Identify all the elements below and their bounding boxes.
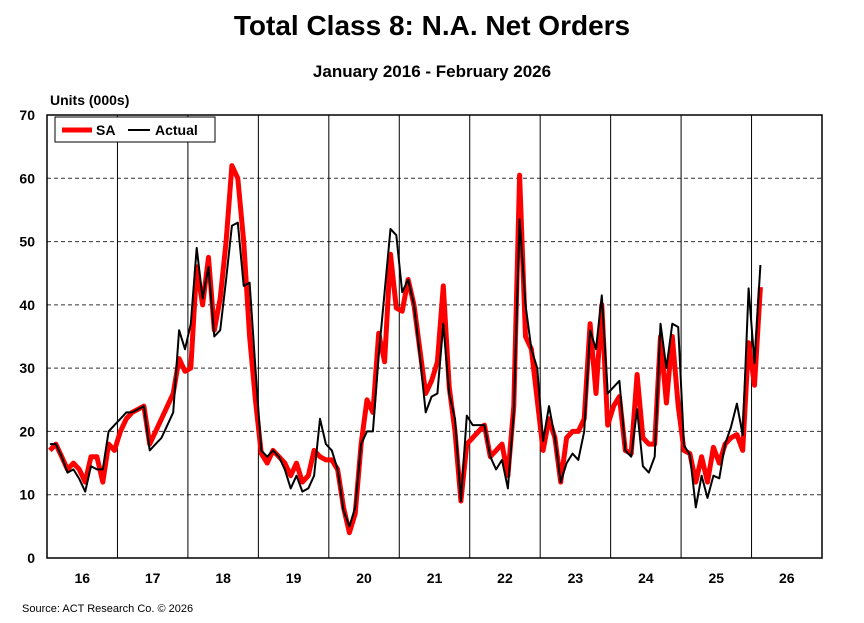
y-tick-label: 30: [19, 360, 35, 376]
y-axis-label: Units (000s): [50, 92, 130, 108]
series-line-actual: [49, 218, 762, 528]
x-tick-label: 20: [356, 570, 372, 586]
plot-frame: [46, 114, 823, 559]
legend-label-actual: Actual: [155, 122, 198, 138]
x-tick-label: 21: [427, 570, 443, 586]
y-tick-label: 50: [19, 234, 35, 250]
x-tick-label: 23: [568, 570, 584, 586]
x-tick-label: 17: [145, 570, 161, 586]
y-tick-label: 0: [27, 550, 35, 566]
y-tick-label: 40: [19, 297, 35, 313]
y-tick-label: 70: [19, 107, 35, 123]
y-ticks: 0 10 20 30 40 50 60 70: [19, 107, 35, 566]
source-note: Source: ACT Research Co. © 2026: [22, 603, 194, 615]
x-tick-label: 22: [497, 570, 513, 586]
chart-title: Total Class 8: N.A. Net Orders: [233, 10, 631, 41]
y-tick-label: 10: [19, 487, 35, 503]
x-ticks: 16 17 18 19 20 21 22 23 24 25 26: [74, 570, 794, 586]
chart-subtitle: January 2016 - February 2026: [312, 62, 552, 81]
x-tick-label: 19: [286, 570, 302, 586]
x-tick-label: 16: [74, 570, 90, 586]
legend: SA Actual: [54, 116, 216, 143]
x-tick-label: 18: [215, 570, 231, 586]
legend-label-sa: SA: [96, 122, 115, 138]
x-tick-label: 26: [779, 570, 795, 586]
x-tick-label: 25: [709, 570, 725, 586]
series-line-sa: [48, 163, 763, 536]
series-lines: [48, 163, 763, 536]
y-tick-label: 20: [19, 423, 35, 439]
y-tick-label: 60: [19, 170, 35, 186]
x-tick-label: 24: [638, 570, 654, 586]
